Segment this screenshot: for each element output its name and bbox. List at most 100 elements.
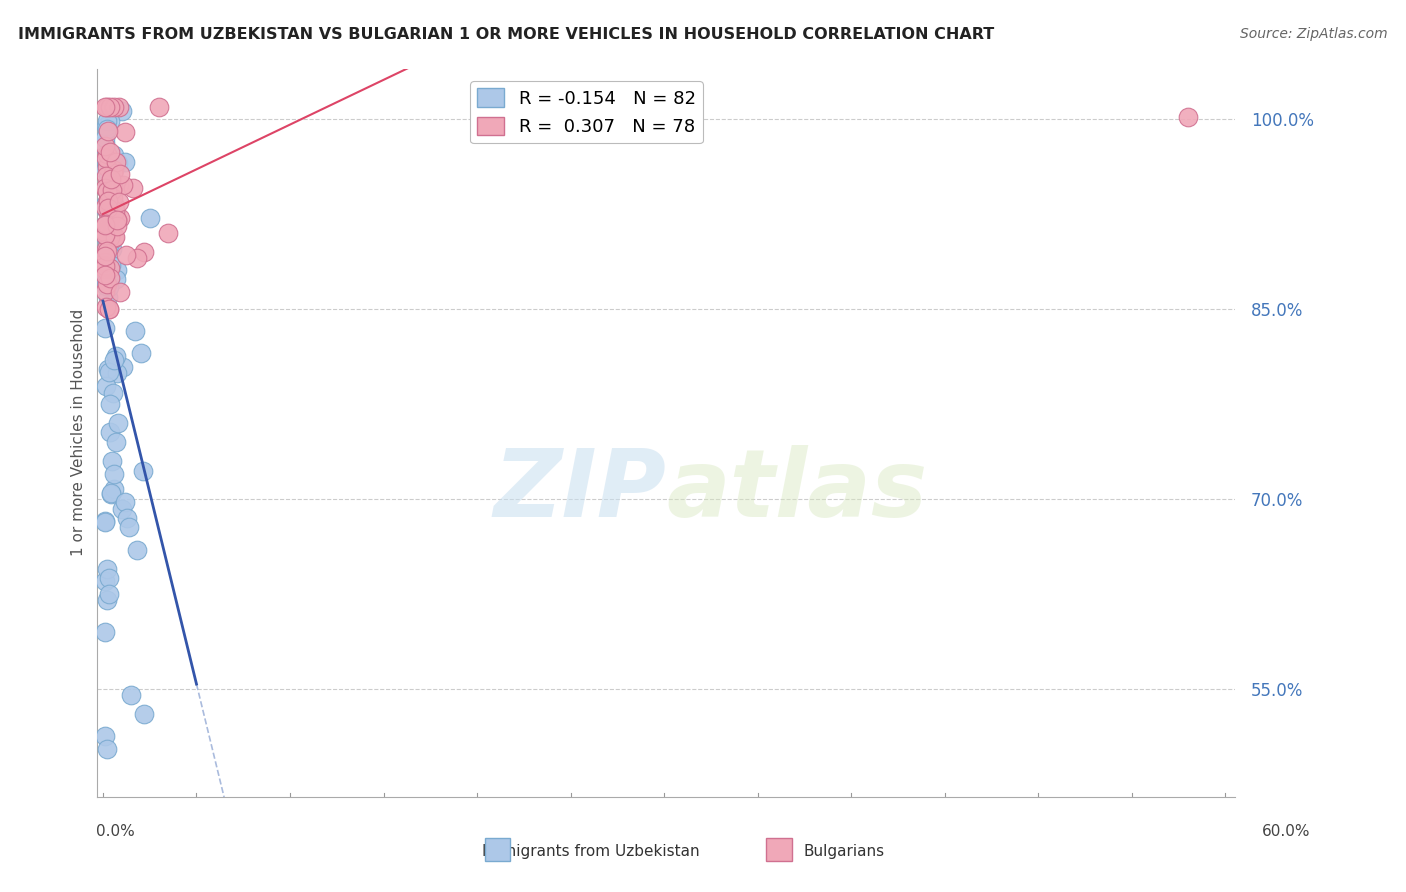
Point	[97, 185, 120, 199]
Point	[97, 571, 120, 585]
Point	[97, 361, 120, 376]
Point	[94, 130, 117, 145]
Point	[108, 100, 131, 114]
Point	[94, 227, 117, 242]
Point	[94, 200, 117, 214]
Point	[96, 277, 118, 292]
Point	[96, 169, 118, 184]
Point	[108, 167, 131, 181]
Point	[94, 267, 117, 281]
Point	[96, 242, 118, 256]
Point	[98, 260, 121, 275]
Point	[132, 464, 155, 478]
Point	[96, 113, 118, 128]
Point	[98, 209, 121, 223]
Point	[104, 214, 127, 228]
Point	[97, 366, 120, 380]
Point	[124, 324, 146, 338]
Point	[108, 178, 131, 192]
Point	[100, 226, 122, 240]
Point	[94, 729, 117, 743]
Point	[94, 202, 117, 216]
Point	[104, 199, 127, 213]
Point	[108, 211, 131, 226]
Point	[94, 271, 117, 285]
Point	[97, 587, 120, 601]
Point	[97, 169, 120, 184]
Point	[94, 321, 117, 335]
Point	[114, 155, 136, 169]
Point	[98, 302, 121, 317]
Point	[96, 185, 118, 199]
Point	[118, 520, 141, 534]
Point	[104, 349, 127, 363]
Point	[96, 179, 118, 194]
Point	[96, 237, 118, 252]
Text: Immigrants from Uzbekistan: Immigrants from Uzbekistan	[482, 845, 699, 859]
Point	[94, 99, 117, 113]
Point	[148, 99, 170, 113]
Point	[1177, 110, 1199, 124]
Point	[100, 211, 122, 225]
Point	[120, 689, 142, 703]
Point	[100, 397, 122, 411]
Point	[96, 279, 118, 293]
Point	[100, 164, 122, 178]
Point	[104, 230, 127, 244]
Point	[94, 259, 117, 273]
Point	[103, 163, 125, 178]
Point	[94, 219, 117, 233]
Point	[104, 271, 127, 285]
Point	[125, 542, 148, 557]
Point	[97, 289, 120, 303]
Point	[105, 262, 128, 277]
Point	[96, 147, 118, 161]
Point	[101, 190, 124, 204]
Point	[96, 160, 118, 174]
Point	[100, 202, 122, 216]
Point	[98, 271, 121, 285]
Point	[94, 261, 117, 276]
Point	[115, 248, 138, 262]
Point	[94, 229, 117, 244]
Text: 0.0%: 0.0%	[96, 824, 135, 838]
Point	[105, 212, 128, 227]
Point	[96, 121, 118, 136]
Point	[94, 136, 117, 151]
Point	[134, 245, 156, 260]
Point	[94, 140, 117, 154]
Point	[94, 272, 117, 286]
Point	[97, 206, 120, 220]
Point	[94, 268, 117, 282]
Point	[94, 255, 117, 269]
Point	[97, 194, 120, 208]
Point	[114, 494, 136, 508]
Point	[94, 301, 117, 315]
Point	[100, 258, 122, 272]
Text: Bulgarians: Bulgarians	[803, 845, 884, 859]
Point	[96, 562, 118, 576]
Point	[103, 148, 125, 162]
Point	[97, 237, 120, 252]
Point	[105, 366, 128, 380]
Point	[94, 138, 117, 153]
Point	[96, 153, 118, 168]
Point	[97, 202, 120, 216]
Point	[96, 151, 118, 165]
Point	[94, 574, 117, 589]
Point	[101, 204, 124, 219]
Point	[105, 212, 128, 227]
Point	[94, 263, 117, 277]
Point	[94, 163, 117, 178]
Point	[94, 284, 117, 298]
Point	[94, 180, 117, 194]
Point	[138, 211, 160, 225]
Point	[97, 231, 120, 245]
Point	[96, 244, 118, 258]
Point	[103, 99, 125, 113]
Point	[96, 260, 118, 274]
Point	[94, 253, 117, 268]
Point	[108, 195, 131, 210]
Text: Source: ZipAtlas.com: Source: ZipAtlas.com	[1240, 27, 1388, 41]
Point	[94, 271, 117, 285]
